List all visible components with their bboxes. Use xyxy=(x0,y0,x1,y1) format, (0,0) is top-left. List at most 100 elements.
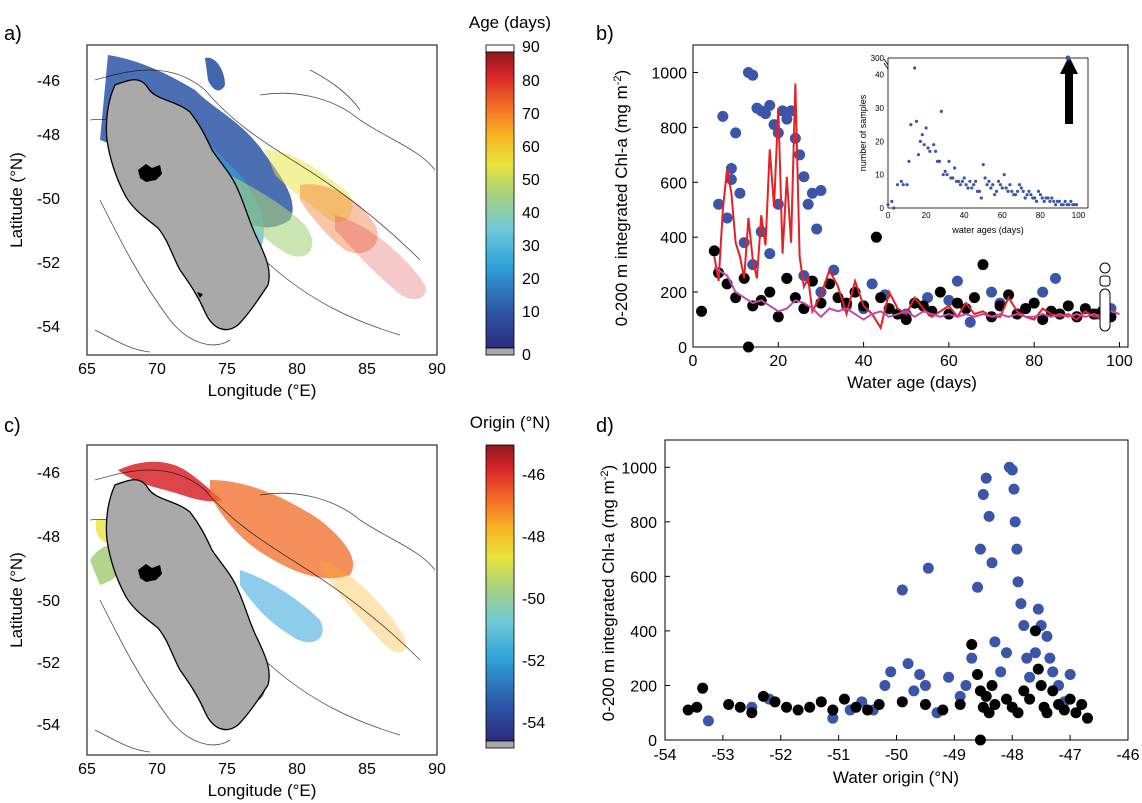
inset-b-point xyxy=(966,186,970,190)
plot-d-point-black xyxy=(972,669,984,681)
inset-b-point xyxy=(1021,189,1025,193)
plot-d-point-black xyxy=(937,704,949,716)
plot-d-point-blue xyxy=(1008,483,1020,495)
colorbar-c-tick: -50 xyxy=(522,591,545,608)
colorbar-c-tick: -46 xyxy=(522,467,545,484)
plot-b-frame xyxy=(692,44,1129,348)
plot-b-ytick: 600 xyxy=(660,175,687,192)
colorbar-a-tick: 60 xyxy=(522,139,540,156)
plot-d-point-black xyxy=(896,696,908,708)
plot-b-point-black xyxy=(1079,303,1091,315)
map-a-xtick: 80 xyxy=(288,361,306,378)
plot-d-point-blue xyxy=(972,581,984,593)
plot-d-point-blue xyxy=(960,679,972,691)
colorbar-a-title: Age (days) xyxy=(469,13,551,32)
plot-d-point-black xyxy=(815,696,827,708)
plot-b-point-blue xyxy=(734,187,746,199)
plot-d-xtick: -46 xyxy=(1116,747,1139,764)
plot-d-point-blue xyxy=(1015,598,1027,610)
plot-d-point-black xyxy=(983,707,995,719)
colorbar-a-tick: 40 xyxy=(522,205,540,222)
plot-b-point-blue xyxy=(943,294,955,306)
colorbar-c-tick: -48 xyxy=(522,529,545,546)
inset-b-point xyxy=(1002,173,1006,177)
colorbar-c-cap-bottom xyxy=(485,740,515,749)
plot-b-point-blue xyxy=(1050,272,1061,284)
plot-d-point-blue xyxy=(896,584,908,596)
map-a-xtick: 85 xyxy=(358,361,376,378)
plot-d-point-blue xyxy=(879,679,891,691)
plot-d-point-black xyxy=(989,699,1001,711)
colorbar-a-ticks: 90 80 70 60 50 40 30 20 10 0 xyxy=(522,39,540,364)
plot-d-point-blue xyxy=(980,472,992,484)
inset-b-point xyxy=(994,189,999,193)
plot-b-line-red xyxy=(713,83,1120,331)
map-c-xtick: 85 xyxy=(358,761,376,778)
heard-island-c xyxy=(138,564,162,582)
inset-b-point xyxy=(928,149,932,153)
map-a-y-axis: -46 -48 -50 -52 -54 xyxy=(37,73,60,336)
panel-a-letter: a) xyxy=(4,23,22,45)
inset-b-ytick: 20 xyxy=(875,137,884,146)
plot-d-point-black xyxy=(757,690,769,702)
colorbar-a-tick: 70 xyxy=(522,106,540,123)
inset-b-xtick: 100 xyxy=(1072,211,1086,220)
plot-b-xtick: 20 xyxy=(769,353,787,370)
inset-b-point xyxy=(998,183,1002,187)
panel-a: a) 65 70 75 80 85 90 xyxy=(4,13,551,400)
plot-d-ytick: 400 xyxy=(630,624,657,641)
plot-d-point-blue xyxy=(943,671,955,683)
inset-b-point xyxy=(991,183,995,187)
inset-b-point xyxy=(1063,199,1067,203)
plot-b-point-black xyxy=(772,311,784,323)
plot-d-point-blue xyxy=(919,679,931,691)
plot-b-point-blue xyxy=(986,286,998,298)
plot-d-point-black xyxy=(697,682,709,694)
inset-b-point xyxy=(974,179,978,183)
plot-b-point-black xyxy=(1020,303,1032,315)
plot-d-point-black xyxy=(850,701,862,713)
plot-b-point-blue xyxy=(721,212,733,224)
inset-b-points xyxy=(886,66,1079,210)
panel-b-letter: b) xyxy=(596,23,614,45)
map-c-xlabel: Longitude (°E) xyxy=(208,781,317,800)
plot-b-point-black xyxy=(764,286,776,298)
inset-b-point xyxy=(947,159,951,163)
plot-d-ytick: 600 xyxy=(630,569,657,586)
plot-d-point-black xyxy=(1029,625,1041,637)
inset-b-ytick: 300 xyxy=(871,54,885,63)
inset-b-point xyxy=(993,193,997,197)
inset-b-point xyxy=(983,176,987,180)
plot-b-point-blue xyxy=(717,110,729,122)
map-c-xtick: 90 xyxy=(428,761,446,778)
plot-b-point-black xyxy=(742,341,754,353)
plot-b-ytick: 0 xyxy=(678,340,687,357)
plot-b-ytick: 800 xyxy=(660,120,687,137)
plot-d-point-blue xyxy=(954,690,966,702)
plot-d-point-blue xyxy=(1047,666,1059,678)
plot-b-point-black xyxy=(1003,289,1015,301)
inset-b-point xyxy=(941,173,945,177)
plot-d-xtick: -54 xyxy=(653,747,676,764)
map-a-ytick: -48 xyxy=(37,127,60,144)
inset-b-xlabel: water ages (days) xyxy=(951,225,1024,235)
plot-d-xtick: -53 xyxy=(711,747,734,764)
colorbar-a-tick: 90 xyxy=(522,39,540,56)
inset-b-point xyxy=(934,149,938,153)
inset-b-ytick: 30 xyxy=(875,104,884,113)
plot-b-point-blue xyxy=(811,223,823,235)
inset-b-point xyxy=(981,163,985,167)
plot-b-point-blue xyxy=(951,275,963,287)
inset-b-x-axis: 0 20 40 60 80 100 xyxy=(886,211,1086,220)
inset-b-point xyxy=(943,169,947,173)
plot-b-xlabel: Water age (days) xyxy=(847,373,977,392)
plot-b-line-magenta xyxy=(713,266,1120,321)
plot-b-point-black xyxy=(1037,314,1049,326)
inset-b-point xyxy=(1015,189,1020,193)
inset-b-point xyxy=(964,183,968,187)
kerguelen-island-c xyxy=(105,479,270,731)
inset-b-point xyxy=(987,179,991,183)
plot-b-xtick: 100 xyxy=(1106,353,1133,370)
colorbar-a xyxy=(485,51,515,349)
plot-b-point-blue xyxy=(730,127,742,139)
